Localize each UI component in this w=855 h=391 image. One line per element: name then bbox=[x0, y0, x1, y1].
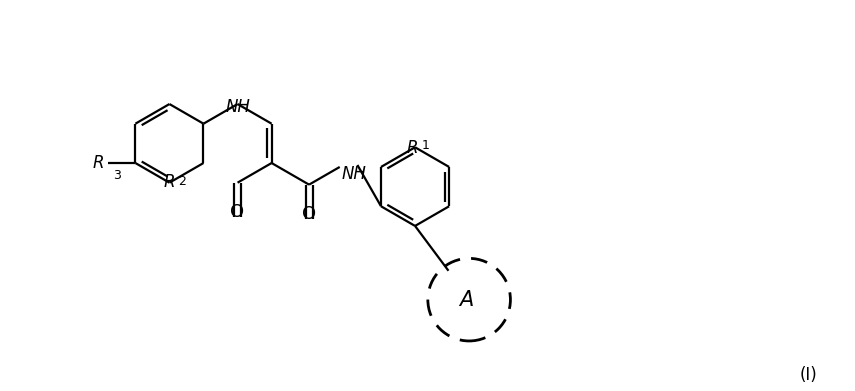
Text: R: R bbox=[92, 154, 104, 172]
Text: 3: 3 bbox=[113, 169, 121, 182]
Text: O: O bbox=[302, 205, 316, 223]
Text: NH: NH bbox=[342, 165, 367, 183]
Text: 1: 1 bbox=[422, 140, 430, 152]
Text: (I): (I) bbox=[799, 366, 817, 384]
Text: R: R bbox=[163, 172, 175, 190]
Text: R: R bbox=[406, 140, 418, 158]
Text: NH: NH bbox=[225, 98, 250, 116]
Text: O: O bbox=[231, 203, 245, 221]
Text: 2: 2 bbox=[179, 175, 186, 188]
Text: A: A bbox=[459, 290, 474, 310]
